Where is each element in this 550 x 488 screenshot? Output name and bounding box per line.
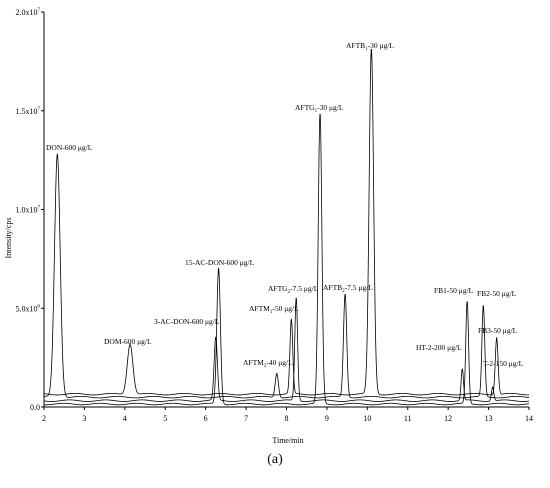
peak-label-fb2: FB2-50 μg/L (477, 289, 517, 298)
y-tick-label: 5.0x106 (16, 304, 41, 313)
peak-apex (276, 372, 278, 375)
peak-label-don: DON-600 μg/L (46, 143, 93, 152)
peak-label-t-2: T-2-150 μg/L (483, 359, 524, 368)
peak-apex (461, 368, 463, 371)
x-tick-label: 3 (82, 414, 86, 423)
peak-apex (482, 305, 484, 307)
x-tick-label: 2 (42, 414, 46, 423)
trace-line (43, 298, 530, 402)
peak-apex (290, 319, 292, 321)
peak-apex (215, 337, 217, 339)
peak-apex (492, 386, 494, 388)
peak-label-ht-2: HT-2-200 μg/L (416, 343, 462, 352)
peak-apex (344, 293, 346, 296)
y-tick-label: 2.0x107 (16, 8, 41, 17)
peak-apex (218, 268, 220, 270)
x-tick-label: 6 (204, 414, 208, 423)
peak-label-15-ac-don: 15-AC-DON-600 μg/L (185, 258, 255, 267)
peak-label-aftm2: AFTM2-40 μg/L (243, 358, 293, 369)
peak-label-aftg2: AFTG2-7.5 μg/L (268, 284, 319, 295)
x-tick-label: 4 (123, 414, 127, 423)
x-tick-label: 12 (444, 414, 452, 423)
peak-label-dom: DOM-600 μg/L (104, 337, 152, 346)
x-tick-label: 14 (525, 414, 533, 423)
peak-label-fb1: FB1-50 μg/L (434, 286, 474, 295)
trace-line (44, 113, 530, 406)
y-axis-ticks: 0.0 5.0x106 1.0x107 1.5x107 2.0x107 (16, 8, 44, 412)
x-tick-label: 8 (285, 414, 289, 423)
peak-label-aftb1: AFTB1-30 μg/L (346, 41, 394, 52)
peak-label-aftg1: AFTG1-30 μg/L (295, 103, 344, 114)
peak-apex (56, 153, 58, 155)
x-tick-label: 9 (325, 414, 329, 423)
y-tick-label: 1.0x107 (16, 206, 41, 215)
peak-label-aftb2: AFTB2-7.5 μg/L (323, 283, 373, 294)
chromatogram-traces (43, 48, 530, 406)
x-tick-label: 7 (244, 414, 248, 423)
x-tick-label: 5 (163, 414, 167, 423)
peak-apex (466, 301, 468, 303)
peak-label-aftm1: AFTM1-50 μg/L (249, 304, 299, 315)
y-tick-label: 0.0 (30, 403, 40, 412)
peak-labels: DON-600 μg/L DOM-600 μg/L 3-AC-DON-600 μ… (46, 41, 524, 369)
x-tick-label: 10 (363, 414, 371, 423)
peak-label-3-ac-don: 3-AC-DON-600 μg/L (154, 317, 220, 326)
peak-label-fb3: FB3-50 μg/L (478, 326, 518, 335)
y-tick-label: 1.5x107 (16, 107, 41, 116)
y-axis-title: Intensity/cps (4, 218, 13, 259)
x-tick-label: 11 (404, 414, 412, 423)
x-axis-title: Time/min (272, 436, 303, 445)
x-axis-ticks: 2 3 4 5 6 7 8 9 10 11 12 13 14 (42, 407, 533, 423)
peak-apex (319, 114, 321, 116)
panel-label: (a) (267, 452, 283, 467)
x-tick-label: 13 (485, 414, 493, 423)
peak-apex (370, 48, 372, 51)
peak-apex (496, 337, 498, 339)
peak-apex (295, 297, 297, 299)
trace-line (43, 154, 530, 399)
trace-line (43, 49, 529, 396)
peak-apex (129, 343, 131, 345)
